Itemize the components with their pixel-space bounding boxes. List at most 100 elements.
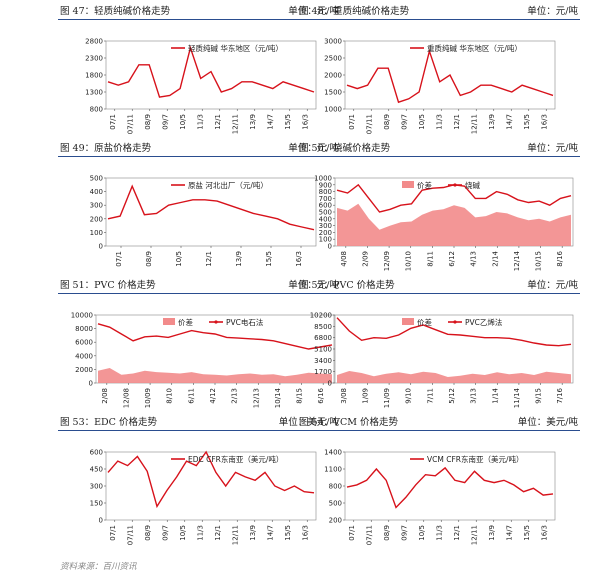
x-tick-label: 15/5 (284, 525, 292, 541)
y-tick-label: 1800 (85, 72, 103, 80)
y-tick-label: 1700 (314, 368, 332, 376)
y-tick-label: 0 (328, 243, 332, 251)
x-tick-label: 13/9 (235, 251, 243, 267)
chart-panel-2: 图 48：重质纯碱价格走势 单位：元/吨 3000 2500 2000 1500 100… (297, 5, 580, 145)
plot-area (105, 177, 317, 247)
x-tick-label: 1/14 (491, 387, 499, 403)
y-tick-label: 0 (99, 243, 103, 251)
x-tick-label: 07/1 (109, 114, 117, 130)
y-tick-label: 10200 (310, 312, 332, 320)
chart-title: 图 53：EDC 价格走势 (60, 417, 157, 428)
y-tick-label: 600 (319, 202, 332, 210)
plot-area (95, 314, 335, 384)
chart-unit: 单位：元/吨 (527, 143, 578, 154)
y-tick-label: 100 (90, 229, 103, 237)
series-line-PVC电石法 (97, 323, 333, 350)
series-line-原盐 河北出厂（元/吨） (107, 184, 315, 231)
x-tick-label: 6/11 (187, 388, 195, 404)
x-tick-label: 12/14 (513, 250, 521, 271)
y-tick-label: 5100 (314, 346, 332, 354)
y-tick-label: 6800 (314, 334, 332, 342)
legend-label: VCM CFR东南亚（美元/吨） (427, 454, 524, 464)
x-tick-label: 08/9 (383, 525, 391, 541)
x-tick-label: 10/5 (179, 525, 187, 541)
chart-unit: 单位：元/吨 (288, 280, 339, 291)
y-tick-label: 300 (90, 202, 103, 210)
x-tick-label: 12/1 (453, 525, 461, 541)
chart-panel-1: 图 47：轻质纯碱价格走势 单位：元/吨 2800 2300 1800 1300 800… (58, 5, 341, 145)
y-tick-label: 450 (90, 466, 103, 474)
y-tick-label: 1000 (324, 106, 342, 114)
chart-header: 图 49：原盐价格走势 单位：元/吨 (58, 142, 341, 157)
x-tick-label: 12/09 (383, 251, 391, 271)
chart-header: 图 48：重质纯碱价格走势 单位：元/吨 (297, 5, 580, 20)
y-tick-label: 150 (90, 500, 103, 508)
chart-title: 图 49：原盐价格走势 (60, 143, 152, 154)
x-tick-label: 09/7 (161, 525, 169, 541)
x-tick-label: 15/5 (523, 525, 531, 541)
y-tick-label: 300 (319, 222, 332, 230)
x-tick-label: 12/1 (205, 251, 213, 267)
x-tick-label: 14/7 (505, 525, 513, 541)
y-tick-label: 2500 (324, 55, 342, 63)
y-tick-label: 3400 (314, 357, 332, 365)
chart-unit: 单位：元/吨 (288, 143, 339, 154)
y-tick-label: 1400 (324, 449, 342, 457)
x-tick-label: 09/7 (400, 525, 408, 541)
x-tick-label: 08/9 (144, 525, 152, 541)
y-tick-label: 8000 (75, 325, 93, 333)
legend-swatch-area (402, 318, 414, 325)
x-tick-label: 16/3 (540, 525, 548, 541)
x-tick-label: 12/1 (453, 114, 461, 130)
series-line-EDC CFR东南亚（美元/吨） (107, 450, 315, 509)
y-tick-label: 2000 (75, 366, 93, 374)
chart-panel-8: 图 54：VCM 价格走势 单位：美元/吨 1400 1100 800 500 200 0… (297, 416, 580, 556)
chart-panel-7: 图 53：EDC 价格走势 单位：美元/吨 600 450 300 150 0 07/1 0… (58, 416, 341, 556)
series-area-价差 (337, 371, 571, 383)
y-tick-label: 1500 (324, 89, 342, 97)
x-tick-label: 10/5 (418, 525, 426, 541)
x-tick-label: 11/3 (196, 525, 204, 541)
series-line-轻质纯碱 华东地区（元/吨） (107, 45, 315, 98)
x-tick-label: 4/08 (340, 251, 348, 267)
chart-panel-3: 图 49：原盐价格走势 单位：元/吨 500 400 300 200 100 0 07/1 0… (58, 142, 341, 282)
chart-title: 图 52：PVC 价格走势 (299, 280, 395, 291)
x-tick-label: 2/13 (231, 388, 239, 404)
x-tick-label: 08/9 (145, 251, 153, 267)
y-tick-label: 1000 (314, 175, 332, 183)
y-tick-label: 500 (319, 209, 332, 217)
y-tick-label: 500 (90, 175, 103, 183)
chart-panel-5: 图 51：PVC 价格走势 单位：元/吨 10000 8000 6000 4000 20… (58, 279, 341, 419)
y-tick-label: 800 (329, 483, 342, 491)
chart-header: 图 47：轻质纯碱价格走势 单位：元/吨 (58, 5, 341, 20)
series-line-VCM CFR东南亚（美元/吨） (346, 466, 554, 509)
y-tick-label: 700 (319, 195, 332, 203)
y-tick-label: 800 (90, 106, 103, 114)
x-tick-label: 16/3 (295, 251, 303, 267)
chart-unit: 单位：元/吨 (288, 6, 339, 17)
x-tick-label: 10/5 (179, 114, 187, 130)
x-tick-label: 11/3 (435, 525, 443, 541)
legend-label: 价差 (178, 317, 193, 327)
legend-label: PVC乙烯法 (465, 317, 503, 327)
y-tick-label: 500 (329, 500, 342, 508)
series-line-PVC乙烯法 (336, 317, 572, 347)
chart-figure: 3000 2500 2000 1500 1000 07/1 07/11 08/9 09/7 10/… (324, 38, 556, 134)
x-tick-label: 08/9 (383, 114, 391, 130)
plot-area (344, 451, 556, 521)
x-tick-label: 13/9 (488, 114, 496, 130)
chart-title: 图 47：轻质纯碱价格走势 (60, 6, 171, 17)
legend-swatch-area (402, 181, 414, 188)
x-tick-label: 16/3 (540, 114, 548, 130)
x-tick-label: 16/3 (301, 114, 309, 130)
legend-label: 价差 (417, 180, 432, 190)
y-tick-label: 3000 (324, 38, 342, 46)
x-tick-label: 7/16 (556, 387, 564, 403)
chart-header: 图 53：EDC 价格走势 单位：美元/吨 (58, 416, 341, 431)
x-tick-label: 3/13 (470, 388, 478, 404)
x-tick-label: 6/12 (448, 251, 456, 267)
y-tick-label: 600 (90, 449, 103, 457)
legend-label: 价差 (417, 317, 432, 327)
plot-area (334, 314, 574, 384)
chart-title: 图 51：PVC 价格走势 (60, 280, 156, 291)
